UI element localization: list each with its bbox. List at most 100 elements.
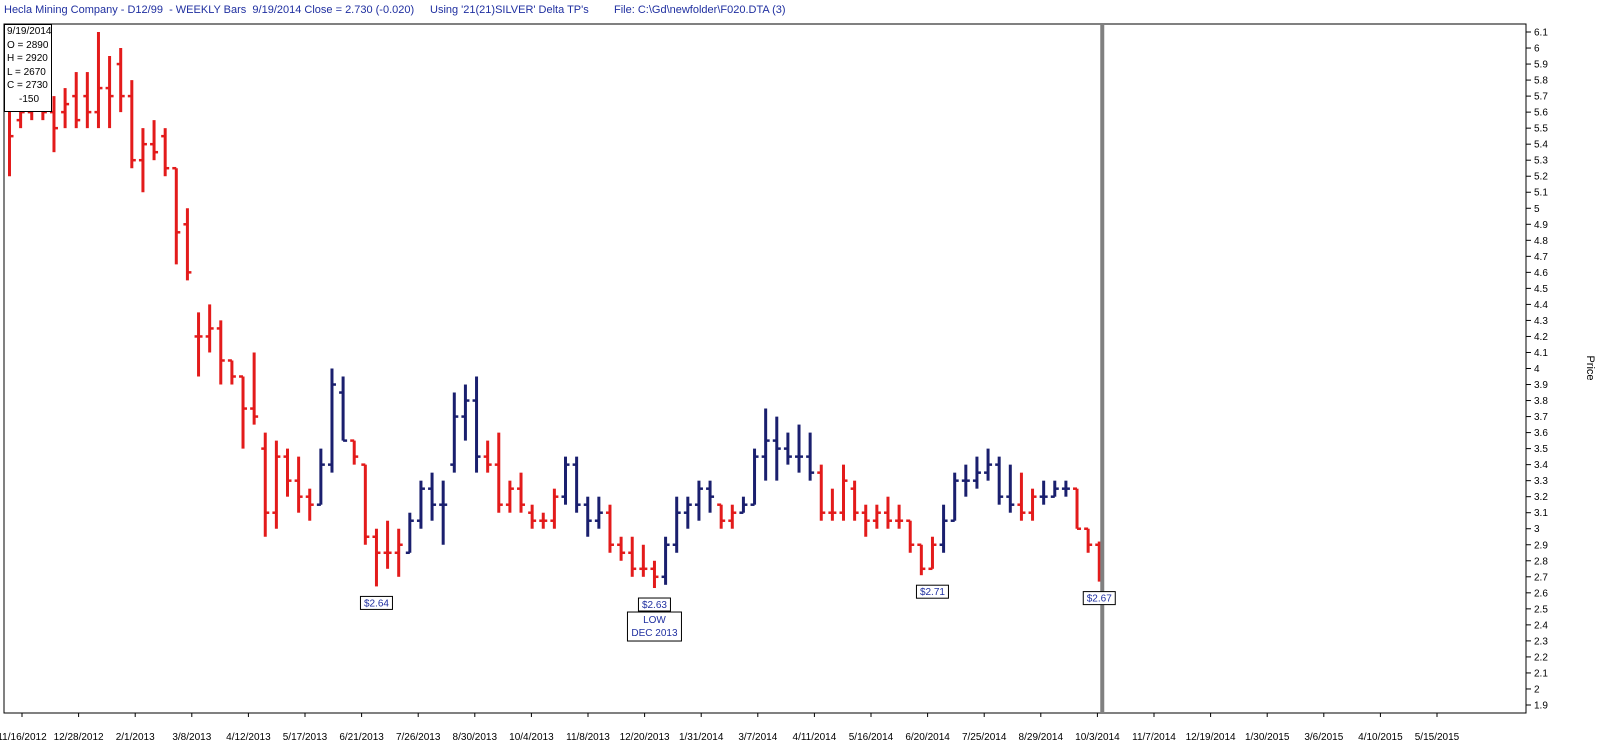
x-tick-label: 3/8/2013 bbox=[172, 732, 211, 743]
ohlc-bar bbox=[984, 448, 993, 481]
y-tick-label: 3.4 bbox=[1534, 460, 1548, 471]
y-tick-label: 4.3 bbox=[1534, 316, 1548, 327]
ohlc-bar bbox=[583, 496, 592, 537]
file-label: File: C:\Gd\newfolder\F020.DTA (3) bbox=[614, 4, 786, 16]
ohlc-bar bbox=[405, 512, 414, 555]
ohlc-bar bbox=[1017, 472, 1026, 521]
y-tick-label: 5.3 bbox=[1534, 156, 1548, 167]
ohlc-bar bbox=[1084, 527, 1093, 553]
y-tick-label: 5 bbox=[1534, 204, 1540, 215]
ohlc-bar bbox=[605, 504, 614, 553]
price-annotation: $2.63 LOW DEC 2013 bbox=[626, 597, 682, 642]
ohlc-bar bbox=[939, 504, 948, 553]
x-tick-label: 12/28/2012 bbox=[54, 732, 104, 743]
y-axis: 1.9 2 2.1 2.2 2.3 2.4 2.5 2.6 2.7 2.8 2.9 3 3.1 3.2 3.… bbox=[1526, 28, 1548, 711]
x-tick-label: 10/3/2014 bbox=[1075, 732, 1120, 743]
ohlc-bar bbox=[895, 504, 904, 529]
y-tick-label: 4 bbox=[1534, 364, 1540, 375]
y-tick-label: 3 bbox=[1534, 524, 1540, 535]
y-tick-label: 2.7 bbox=[1534, 572, 1548, 583]
y-tick-label: 6 bbox=[1534, 44, 1540, 55]
ohlc-bar bbox=[283, 448, 292, 497]
ohlc-bar bbox=[127, 80, 136, 169]
ohlc-bar bbox=[661, 536, 670, 585]
ohlc-bar bbox=[505, 480, 514, 513]
y-tick-label: 3.8 bbox=[1534, 396, 1548, 407]
y-tick-label: 3.1 bbox=[1534, 508, 1548, 519]
ohlc-info-box: 9/19/2014 O = 2890 H = 2920 L = 2670 C =… bbox=[4, 24, 52, 112]
y-tick-label: 3.7 bbox=[1534, 412, 1548, 423]
x-tick-label: 7/26/2013 bbox=[396, 732, 441, 743]
annotation-box bbox=[1082, 591, 1116, 606]
ohlc-bar bbox=[450, 392, 459, 473]
ohlc-bar bbox=[394, 528, 403, 577]
ohlc-bar bbox=[183, 208, 192, 281]
y-tick-label: 5.2 bbox=[1534, 172, 1548, 183]
ohlc-bar bbox=[828, 488, 837, 521]
ohlc-bar bbox=[439, 480, 448, 545]
y-tick-label: 5.8 bbox=[1534, 76, 1548, 87]
y-tick-label: 2 bbox=[1534, 684, 1540, 695]
ohlc-bar bbox=[72, 72, 81, 129]
y-tick-label: 4.6 bbox=[1534, 268, 1548, 279]
ohlc-bar bbox=[350, 439, 359, 465]
ohlc-bar bbox=[739, 496, 748, 514]
ohlc-bar bbox=[694, 480, 703, 521]
ohlc-bar bbox=[650, 560, 659, 589]
ohlc-bar bbox=[239, 375, 248, 449]
x-tick-label: 4/12/2013 bbox=[226, 732, 271, 743]
ohlc-bar bbox=[150, 120, 159, 161]
x-tick-label: 8/30/2013 bbox=[453, 732, 498, 743]
annotation-label: $2.71 bbox=[920, 587, 945, 598]
ohlc-bar bbox=[772, 416, 781, 481]
ohlc-bar bbox=[761, 408, 770, 481]
x-tick-label: 10/4/2013 bbox=[509, 732, 554, 743]
ohlc-bar bbox=[517, 472, 526, 513]
ohlc-bar bbox=[138, 128, 147, 193]
y-tick-label: 2.2 bbox=[1534, 652, 1548, 663]
ohlc-bar bbox=[1039, 480, 1048, 505]
ohlc-bar bbox=[294, 456, 303, 513]
ohlc-bar bbox=[1006, 464, 1015, 513]
ohlc-bar bbox=[617, 536, 626, 561]
ohlc-bar bbox=[817, 464, 826, 521]
y-axis-label: Price bbox=[1584, 355, 1596, 380]
ohlc-bar bbox=[995, 456, 1004, 505]
ohlc-bar bbox=[194, 312, 203, 377]
ohlc-bar bbox=[361, 463, 370, 545]
ohlc-bar bbox=[639, 544, 648, 577]
ohlc-bar bbox=[383, 520, 392, 569]
ohlc-bar bbox=[628, 536, 637, 577]
annotation-box bbox=[915, 584, 949, 599]
ohlc-bar bbox=[416, 480, 425, 529]
x-axis: 11/16/2012 12/28/2012 2/1/2013 3/8/2013 4/12… bbox=[0, 713, 1460, 743]
y-tick-label: 5.5 bbox=[1534, 124, 1548, 135]
x-tick-label: 5/16/2014 bbox=[849, 732, 894, 743]
x-tick-label: 6/21/2013 bbox=[339, 732, 384, 743]
y-tick-label: 5.9 bbox=[1534, 60, 1548, 71]
ohlc-bar bbox=[483, 440, 492, 473]
y-tick-label: 2.5 bbox=[1534, 604, 1548, 615]
ohlc-bar bbox=[227, 359, 236, 385]
ohlc-bar bbox=[672, 496, 681, 553]
y-tick-label: 1.9 bbox=[1534, 700, 1548, 711]
ohlc-bar bbox=[161, 128, 170, 177]
y-tick-label: 5.6 bbox=[1534, 108, 1548, 119]
x-tick-label: 3/6/2015 bbox=[1304, 732, 1343, 743]
ohlc-bar bbox=[972, 456, 981, 489]
x-tick-label: 1/31/2014 bbox=[679, 732, 724, 743]
ohlc-bar bbox=[372, 528, 381, 587]
y-tick-label: 3.9 bbox=[1534, 380, 1548, 391]
ohlc-bar bbox=[561, 456, 570, 505]
ohlc-bar bbox=[539, 512, 548, 529]
annotation-sub-label: LOW bbox=[643, 615, 666, 626]
x-tick-label: 3/7/2014 bbox=[738, 732, 777, 743]
y-tick-label: 4.5 bbox=[1534, 284, 1548, 295]
ohlc-bar bbox=[872, 504, 881, 529]
info-open: O = 2890 bbox=[7, 39, 49, 51]
annotation-label: $2.63 bbox=[642, 600, 667, 611]
ohlc-bar bbox=[683, 496, 692, 529]
annotation-label: $2.64 bbox=[364, 598, 389, 609]
annotation-label: $2.67 bbox=[1087, 594, 1112, 605]
